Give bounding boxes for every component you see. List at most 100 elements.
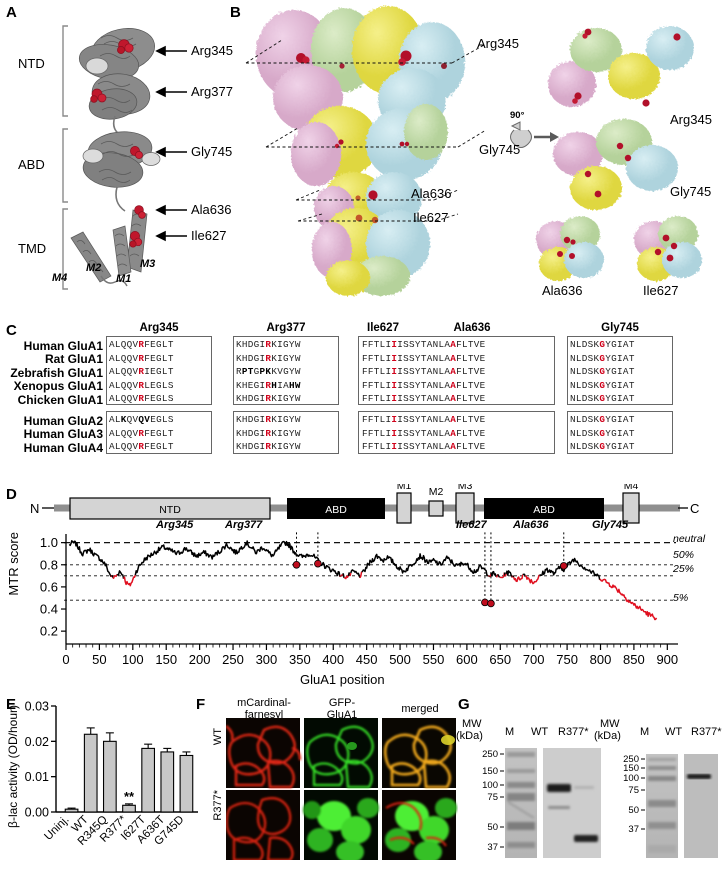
panel-c-header-ala636: Ala636 — [453, 322, 491, 334]
panel-f-micrographs — [226, 718, 457, 860]
panel-d-xtick-50: 50 — [92, 652, 106, 667]
panel-c-seq-arg345-row1: ALQQVRFEGLT — [109, 339, 174, 350]
panel-e-significance: ** — [124, 789, 135, 804]
panel-c-box-arg345-g1 — [106, 336, 212, 405]
panel-d-mark-ala636: Ala636 — [513, 519, 549, 531]
panel-e-bar-R345Q — [102, 740, 117, 813]
panel-c-seq-tmd-row3: FFTLIIISSYTANLAAFLTVE — [362, 366, 486, 378]
panel-c-seq-tmd-row1: FFTLIIISSYTANLAAFLTVE — [362, 339, 486, 350]
panel-c-seq-gly745-row2: NLDSKGYGIAT — [570, 352, 635, 364]
panel-e-ytick-0.01: 0.01 — [25, 770, 49, 784]
panel-a-helix-m1: M1 — [116, 273, 132, 285]
panel-c-seq-arg345-row6: ALKQVQVEGLS — [109, 414, 174, 425]
panel-d-mtr-trace — [349, 572, 352, 577]
panel-c-seq-arg345-row2: ALQQVRFEGLT — [109, 352, 174, 364]
panel-f-row-label-wt: WT — [212, 728, 224, 746]
panel-label-e: E — [6, 696, 17, 713]
panel-b-left-label-ile627: Ile627 — [413, 210, 449, 225]
panel-c-box-tmd-g2 — [358, 411, 555, 454]
svg-text:ABD: ABD — [325, 504, 347, 516]
panel-d-xtick-400: 400 — [322, 652, 344, 667]
panel-g-mw-label-2a: MW — [600, 718, 620, 730]
panel-c-box-gly745-g2 — [567, 411, 673, 454]
panel-c-box-arg377-g1 — [233, 336, 339, 405]
svg-text:M4: M4 — [624, 484, 639, 492]
panel-d-marker-Gly745 — [559, 562, 568, 570]
panel-label-d: D — [6, 486, 17, 503]
svg-text:ABD: ABD — [533, 504, 555, 516]
panel-d-domain-diagram: N C NTD ABD M1 M2 M3 ABD M4 — [30, 484, 699, 524]
panel-g-lane-label-wt1: WT — [531, 726, 549, 738]
panel-b-left-label-ala636: Ala636 — [411, 186, 452, 201]
panel-d-marker-Arg377 — [314, 559, 322, 568]
panel-d-marker-Arg345 — [292, 560, 301, 569]
panel-c-species-7: Human GluA3 — [23, 427, 103, 442]
panel-c-seq-tmd-row5: FFTLIIISSYTANLAAFLTVE — [362, 393, 486, 405]
panel-d-mark-arg345: Arg345 — [156, 519, 194, 531]
panel-d-mtr-trace — [343, 575, 349, 580]
panel-d-mtr-trace — [512, 575, 515, 578]
svg-text:37: 37 — [628, 824, 639, 835]
panel-d-xtick-800: 800 — [590, 652, 612, 667]
panel-c-species-5: Chicken GluA1 — [17, 392, 103, 407]
panel-d-xtick-650: 650 — [489, 652, 511, 667]
panel-b-right-label-ala636: Ala636 — [542, 283, 583, 298]
panel-c-seq-arg377-row3: RPTGPKKVGYW — [236, 366, 301, 378]
panel-d-mtr-trace — [490, 570, 497, 577]
panel-g-lane-label-m2: M — [640, 726, 650, 738]
svg-text:250: 250 — [482, 749, 498, 760]
panel-d-ytick-0.6: 0.6 — [40, 579, 58, 594]
panel-d-xtick-150: 150 — [155, 652, 177, 667]
panel-d-mtr-trace — [350, 569, 361, 579]
panel-c-header-ile627: Ile627 — [367, 322, 399, 334]
panel-d-ytick-0.8: 0.8 — [40, 557, 58, 572]
panel-c-seq-gly745-row1: NLDSKGYGIAT — [570, 339, 635, 350]
panel-c-box-tmd-g1 — [358, 336, 555, 405]
panel-c-seq-gly745-row7: NLDSKGYGIAT — [570, 427, 635, 439]
panel-g-lane-label-r377-2: R377* — [691, 726, 722, 738]
panel-a-label-gly745: Gly745 — [191, 144, 233, 159]
panel-e-bar-chart: 0.000.010.020.03Uninj.WTR345QR377***I627… — [25, 700, 198, 848]
panel-a-label-ile627: Ile627 — [191, 228, 227, 243]
panel-d-ytick-0.2: 0.2 — [40, 624, 58, 639]
panel-c-seq-arg345-row5: ALQQVRFEGLS — [109, 393, 174, 405]
panel-e-ytick-0.00: 0.00 — [25, 806, 49, 820]
panel-c-species-8: Human GluA4 — [23, 440, 103, 455]
panel-c-header-arg345: Arg345 — [139, 322, 179, 334]
panel-b-right-label-ile627: Ile627 — [643, 283, 679, 298]
panel-g-mw-label-1a: MW — [462, 718, 482, 730]
panel-d-xtick-550: 550 — [423, 652, 445, 667]
panel-a-domain-tmd: TMD — [18, 241, 47, 256]
panel-c-seq-tmd-row4: FFTLIIISSYTANLAAFLTVE — [362, 379, 486, 391]
panel-d-mtr-trace — [359, 571, 363, 579]
svg-text:50: 50 — [487, 822, 498, 833]
panel-d-mark-gly745: Gly745 — [592, 519, 629, 531]
panel-d-ylabel: MTR score — [6, 532, 21, 596]
panel-c-seq-tmd-row7: FFTLIIISSYTANLAAFLTVE — [362, 427, 486, 439]
panel-a-structure — [62, 25, 187, 290]
panel-d-thresh-5: 5% — [673, 592, 689, 604]
panel-c-seq-arg345-row7: ALQQVRFEGLT — [109, 427, 174, 439]
panel-f-row-label-r377: R377* — [212, 790, 224, 821]
panel-d-mtr-trace — [599, 578, 658, 621]
panel-c-header-arg377: Arg377 — [266, 322, 306, 334]
panel-f-col2-line1: GFP- — [328, 697, 356, 709]
panel-d-mtr-trace — [539, 557, 601, 580]
panel-e-ytick-0.03: 0.03 — [25, 700, 49, 714]
panel-g-lane-label-wt2: WT — [665, 726, 683, 738]
panel-d-xtick-600: 600 — [456, 652, 478, 667]
panel-d-ytick-1: 1.0 — [40, 535, 58, 550]
svg-text:75: 75 — [628, 785, 639, 796]
panel-c-seq-arg377-row4: KHEGIRHIAHW — [236, 379, 301, 391]
panel-c-header-gly745: Gly745 — [601, 322, 639, 334]
svg-text:M1: M1 — [397, 484, 412, 492]
panel-c-seq-arg377-row5: KHDGIRKIGYW — [236, 393, 301, 405]
panel-b-left-label-arg345: Arg345 — [477, 36, 519, 51]
panel-c-seq-tmd-row6: FFTLIIISSYTANLAAFLTVE — [362, 414, 486, 425]
panel-d-mtr-trace — [504, 573, 507, 577]
panel-d-mtr-trace — [522, 573, 527, 577]
panel-c-seq-tmd-row8: FFTLIIISSYTANLAAFLTVE — [362, 441, 486, 453]
panel-c-seq-arg345-row8: ALQQVRFEGLT — [109, 441, 174, 453]
panel-e-bar-A636T — [160, 751, 175, 813]
